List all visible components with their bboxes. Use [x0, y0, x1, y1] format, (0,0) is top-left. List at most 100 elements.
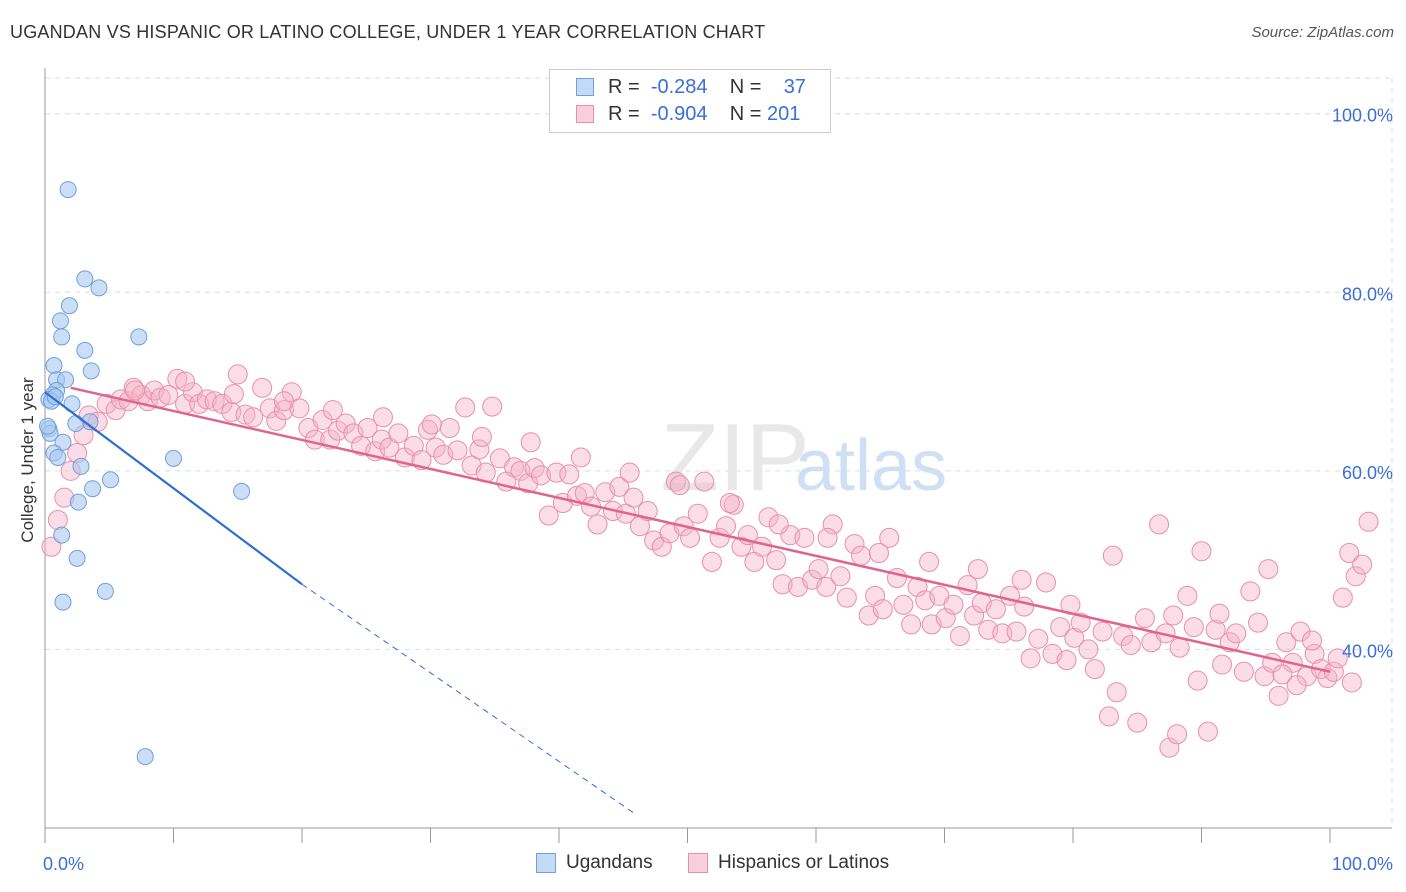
- hispanic-point: [469, 439, 490, 460]
- ugandan-point: [233, 482, 251, 500]
- hispanic-point: [1226, 623, 1247, 644]
- hispanic-point: [1339, 543, 1360, 563]
- hispanic-point: [609, 476, 630, 497]
- hispanic-point: [1317, 668, 1338, 688]
- hispanic-point: [1212, 654, 1233, 675]
- hispanic-points: [41, 364, 1379, 758]
- hispanics-legend-label: Hispanics or Latinos: [718, 852, 890, 873]
- hispanic-point: [772, 574, 793, 595]
- hispanic-point: [1078, 639, 1099, 660]
- hispanic-point: [1177, 585, 1198, 606]
- hispanic-point: [669, 475, 690, 496]
- ugandan-point: [130, 328, 148, 346]
- hispanic-point: [559, 464, 580, 485]
- hispanic-point: [425, 437, 446, 458]
- hispanic-point: [1127, 712, 1148, 733]
- hispanic-point: [1286, 675, 1307, 696]
- ugandan-point: [69, 493, 87, 511]
- hispanic-point: [1345, 566, 1366, 587]
- hispanic-point: [901, 614, 922, 635]
- hispanic-point: [665, 471, 686, 492]
- hispanic-point: [619, 462, 640, 483]
- hispanic-point: [1149, 514, 1170, 535]
- hispanic-point: [1341, 672, 1362, 693]
- hispanic-point: [235, 404, 256, 425]
- hispanic-point: [447, 440, 468, 461]
- hispanic-point: [694, 471, 715, 492]
- hispanic-point: [879, 527, 900, 548]
- hispanic-point: [504, 457, 525, 478]
- hispanic-point: [471, 426, 492, 447]
- hispanic-point: [808, 559, 829, 580]
- hispanic-point: [1240, 581, 1261, 602]
- ugandan-point: [136, 748, 154, 766]
- hispanics-swatch: [576, 105, 594, 123]
- hispanic-point: [1352, 554, 1373, 575]
- hispanic-point: [1106, 682, 1127, 703]
- grid-lines: [45, 77, 1393, 828]
- watermark-atlas: atlas: [795, 426, 947, 506]
- hispanic-point: [274, 391, 295, 412]
- hispanic-point: [680, 527, 701, 548]
- axes: [44, 68, 1392, 843]
- hispanic-point: [1098, 706, 1119, 727]
- hispanic-point: [1028, 628, 1049, 649]
- ugandan-point: [76, 270, 94, 288]
- ugandan-point: [96, 582, 114, 600]
- hispanic-point: [1358, 511, 1379, 532]
- hispanic-point: [327, 420, 348, 441]
- hispanic-point: [1183, 617, 1204, 638]
- hispanic-point: [167, 368, 188, 389]
- hispanic-point: [1233, 661, 1254, 682]
- hispanic-point: [489, 448, 510, 469]
- hispanic-point: [266, 410, 287, 431]
- n-value: 201: [767, 102, 801, 125]
- ugandan-point: [84, 480, 102, 498]
- n-label: N =: [729, 75, 762, 98]
- ugandans-legend-swatch: [536, 853, 556, 873]
- hispanic-point: [830, 566, 851, 587]
- hispanic-point: [379, 437, 400, 458]
- hispanic-point: [816, 576, 837, 597]
- hispanic-point: [322, 400, 343, 421]
- hispanic-point: [1187, 670, 1208, 691]
- hispanic-point: [1050, 617, 1071, 638]
- hispanic-trend-line: [70, 386, 1331, 673]
- hispanic-point: [1272, 664, 1293, 685]
- hispanic-point: [844, 534, 865, 555]
- hispanic-point: [531, 465, 552, 486]
- r-label: R =: [608, 75, 640, 98]
- hispanic-point: [949, 626, 970, 647]
- hispanic-point: [47, 509, 68, 530]
- n-value: 37: [783, 75, 806, 98]
- hispanic-point: [1268, 685, 1289, 706]
- hispanic-point: [967, 559, 988, 580]
- hispanic-point: [204, 391, 225, 412]
- chart-title: UGANDAN VS HISPANIC OR LATINO COLLEGE, U…: [10, 22, 766, 42]
- hispanic-point: [1020, 648, 1041, 669]
- hispanic-point: [752, 536, 773, 557]
- hispanic-point: [1163, 605, 1184, 626]
- ugandan-point: [72, 457, 90, 475]
- hispanic-point: [587, 514, 608, 535]
- ugandan-point: [102, 471, 120, 489]
- ugandan-trend-extension: [301, 583, 637, 816]
- hispanic-point: [929, 585, 950, 606]
- hispanic-point: [1327, 648, 1348, 669]
- hispanic-point: [836, 587, 857, 608]
- hispanic-point: [893, 594, 914, 615]
- hispanic-point: [252, 377, 273, 398]
- ugandan-point: [53, 526, 71, 544]
- legend-row-hispanics: R = -0.904 N = 201: [576, 101, 800, 127]
- hispanic-point: [570, 447, 591, 468]
- hispanic-point: [623, 487, 644, 508]
- hispanic-point: [158, 384, 179, 405]
- hispanic-point: [546, 462, 567, 483]
- hispanic-point: [1006, 621, 1027, 642]
- hispanic-point: [243, 407, 264, 428]
- hispanic-point: [1056, 650, 1077, 671]
- trend-lines: [44, 386, 1331, 816]
- hispanic-point: [223, 384, 244, 405]
- ugandan-point: [59, 181, 77, 199]
